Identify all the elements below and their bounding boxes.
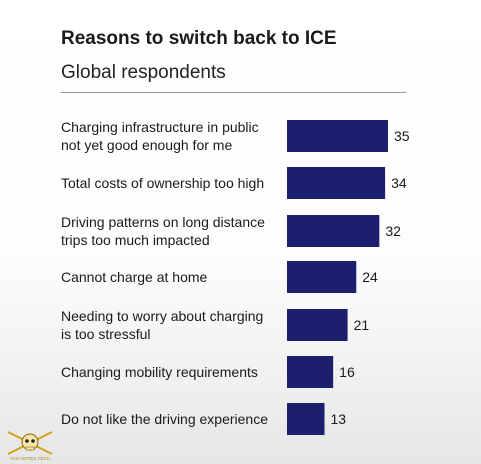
chart-subtitle: Global respondents [61,62,226,83]
bar-value-label: 24 [362,269,378,285]
category-label: not yet good enough for me [61,137,232,153]
title-divider [61,92,406,93]
logo-caption: TAXI NOTES TECH [10,456,50,461]
category-label: trips too much impacted [61,232,210,248]
bar-value-label: 35 [394,128,410,144]
category-label: Needing to worry about charging [61,308,263,324]
bar-value-label: 32 [385,223,401,239]
bar-value-label: 13 [331,411,347,427]
bar-value-label: 16 [339,364,355,380]
bar [287,403,325,435]
category-label: Do not like the driving experience [61,411,268,427]
bar [287,261,357,293]
category-label: Changing mobility requirements [61,364,258,380]
category-label: is too stressful [61,326,150,342]
bar [287,167,386,199]
category-label: Charging infrastructure in public [61,119,259,135]
bar-value-label: 34 [391,175,407,191]
bar [287,215,380,247]
bar [287,356,334,388]
category-label: Driving patterns on long distance [61,214,265,230]
skull-crossed-swords-icon: TAXI NOTES TECH [7,431,53,461]
bar-value-label: 21 [354,317,370,333]
category-label: Cannot charge at home [61,269,208,285]
category-label: Total costs of ownership too high [61,175,264,191]
bar [287,120,388,152]
bar [287,309,348,341]
chart-title: Reasons to switch back to ICE [61,28,337,49]
